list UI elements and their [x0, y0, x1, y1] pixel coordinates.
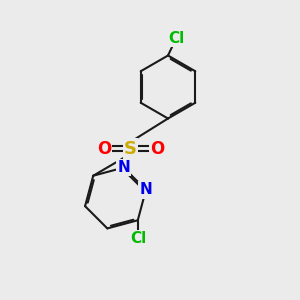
Text: O: O [97, 140, 111, 158]
Text: N: N [117, 160, 130, 175]
Text: N: N [140, 182, 152, 197]
Text: S: S [124, 140, 137, 158]
Text: Cl: Cl [168, 31, 184, 46]
Text: Cl: Cl [130, 231, 146, 246]
Text: O: O [150, 140, 164, 158]
